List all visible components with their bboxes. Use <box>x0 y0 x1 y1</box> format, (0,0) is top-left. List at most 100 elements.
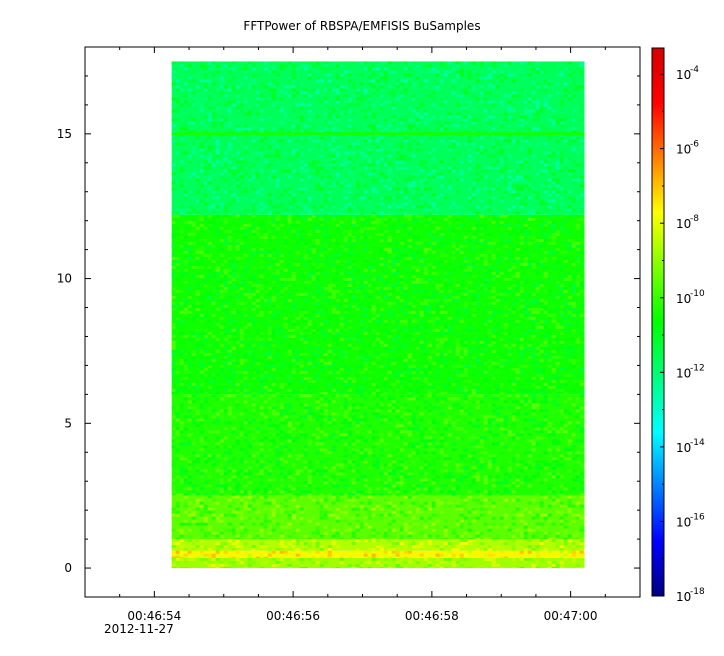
spectrogram-pixel <box>479 238 484 242</box>
spectrogram-pixel <box>527 340 532 344</box>
spectrogram-pixel <box>351 421 356 425</box>
spectrogram-pixel <box>267 394 272 398</box>
spectrogram-pixel <box>315 277 320 281</box>
spectrogram-pixel <box>279 418 284 422</box>
spectrogram-pixel <box>259 534 264 538</box>
spectrogram-pixel <box>475 537 480 540</box>
spectrogram-pixel <box>483 289 488 293</box>
spectrogram-pixel <box>487 328 492 332</box>
spectrogram-pixel <box>475 229 480 233</box>
spectrogram-pixel <box>571 495 576 499</box>
spectrogram-pixel <box>515 319 520 323</box>
spectrogram-pixel <box>535 301 540 305</box>
spectrogram-pixel <box>171 513 176 517</box>
spectrogram-pixel <box>263 442 268 446</box>
spectrogram-pixel <box>559 522 564 526</box>
spectrogram-pixel <box>471 418 476 422</box>
spectrogram-pixel <box>235 403 240 407</box>
spectrogram-pixel <box>539 229 544 233</box>
spectrogram-pixel <box>427 463 432 467</box>
spectrogram-pixel <box>571 238 576 242</box>
spectrogram-pixel <box>491 454 496 458</box>
spectrogram-pixel <box>559 250 564 254</box>
spectrogram-pixel <box>339 566 344 569</box>
spectrogram-pixel <box>347 516 352 520</box>
spectrogram-pixel <box>399 280 404 284</box>
spectrogram-pixel <box>435 513 440 517</box>
spectrogram-pixel <box>199 487 204 491</box>
spectrogram-pixel <box>219 274 224 278</box>
spectrogram-pixel <box>559 454 564 458</box>
spectrogram-pixel <box>227 522 232 526</box>
spectrogram-pixel <box>551 563 556 567</box>
spectrogram-pixel <box>259 519 264 523</box>
spectrogram-pixel <box>195 433 200 437</box>
spectrogram-pixel <box>495 268 500 272</box>
spectrogram-pixel <box>203 460 208 464</box>
spectrogram-pixel <box>367 548 372 551</box>
spectrogram-pixel <box>523 238 528 242</box>
spectrogram-pixel <box>171 439 176 443</box>
spectrogram-pixel <box>343 307 348 311</box>
spectrogram-pixel <box>411 265 416 269</box>
spectrogram-pixel <box>307 331 312 335</box>
spectrogram-pixel <box>327 421 332 425</box>
spectrogram-pixel <box>467 397 472 401</box>
spectrogram-pixel <box>219 331 224 335</box>
spectrogram-pixel <box>307 238 312 242</box>
spectrogram-pixel <box>311 556 316 558</box>
spectrogram-pixel <box>271 214 276 218</box>
spectrogram-pixel <box>403 513 408 517</box>
spectrogram-pixel <box>263 298 268 302</box>
spectrogram-pixel <box>427 534 432 538</box>
spectrogram-pixel <box>471 513 476 517</box>
spectrogram-pixel <box>379 504 384 508</box>
spectrogram-pixel <box>419 510 424 514</box>
spectrogram-pixel <box>527 439 532 443</box>
spectrogram-pixel <box>395 478 400 482</box>
spectrogram-pixel <box>563 531 568 535</box>
spectrogram-pixel <box>207 507 212 511</box>
spectrogram-pixel <box>191 331 196 335</box>
spectrogram-pixel <box>583 490 585 494</box>
spectrogram-pixel <box>195 301 200 305</box>
spectrogram-pixel <box>291 232 296 236</box>
spectrogram-pixel <box>183 553 188 557</box>
spectrogram-pixel <box>451 295 456 299</box>
spectrogram-pixel <box>531 337 536 341</box>
spectrogram-pixel <box>563 566 568 569</box>
spectrogram-pixel <box>499 226 504 230</box>
spectrogram-pixel <box>351 507 356 511</box>
spectrogram-pixel <box>247 490 252 494</box>
spectrogram-pixel <box>291 322 296 326</box>
spectrogram-pixel <box>243 430 248 434</box>
spectrogram-pixel <box>447 504 452 508</box>
spectrogram-pixel <box>251 244 256 248</box>
spectrogram-pixel <box>575 531 580 535</box>
spectrogram-pixel <box>519 328 524 332</box>
spectrogram-pixel <box>363 295 368 299</box>
spectrogram-pixel <box>487 430 492 434</box>
spectrogram-pixel <box>215 556 220 558</box>
spectrogram-pixel <box>259 337 264 341</box>
spectrogram-pixel <box>575 277 580 281</box>
spectrogram-pixel <box>455 343 460 347</box>
spectrogram-pixel <box>231 430 236 434</box>
spectrogram-pixel <box>463 495 468 499</box>
spectrogram-pixel <box>343 415 348 419</box>
spectrogram-pixel <box>199 223 204 227</box>
spectrogram-pixel <box>171 448 176 452</box>
spectrogram-pixel <box>171 265 176 269</box>
spectrogram-pixel <box>315 427 320 431</box>
spectrogram-pixel <box>511 442 516 446</box>
spectrogram-pixel <box>359 487 364 491</box>
spectrogram-pixel <box>571 274 576 278</box>
spectrogram-pixel <box>295 328 300 332</box>
spectrogram-pixel <box>295 493 300 496</box>
spectrogram-pixel <box>363 478 368 482</box>
spectrogram-pixel <box>203 534 208 538</box>
spectrogram-pixel <box>223 466 228 470</box>
spectrogram-pixel <box>171 322 176 326</box>
spectrogram-pixel <box>515 498 520 502</box>
spectrogram-pixel <box>311 421 316 425</box>
